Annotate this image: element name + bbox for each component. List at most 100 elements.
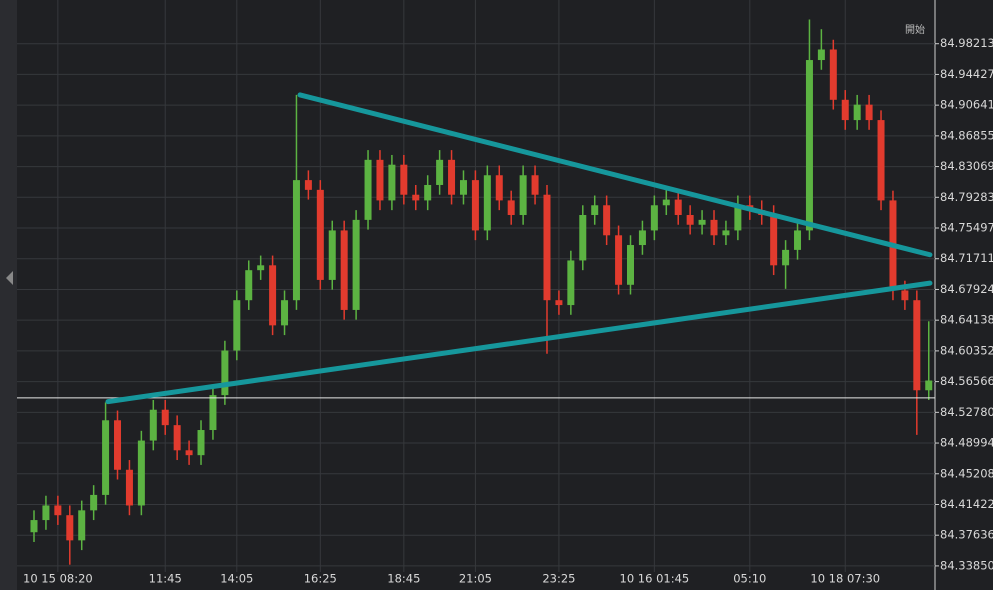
y-tick-label: 84.52780: [940, 405, 993, 419]
candle-body: [209, 395, 217, 431]
candle-body: [638, 230, 646, 246]
y-tick-label: 84.64138: [940, 313, 993, 327]
candle-body: [102, 420, 110, 495]
y-tick-label: 84.33850: [940, 558, 993, 572]
candle-body: [125, 469, 133, 506]
candle-body: [424, 184, 432, 201]
x-tick-label: 23:25: [542, 572, 575, 586]
candle-body: [448, 159, 456, 195]
x-tick-label: 14:05: [220, 572, 253, 586]
candle-body: [364, 159, 372, 220]
expand-arrow[interactable]: [6, 271, 13, 285]
candle-body: [805, 60, 813, 231]
candle-body: [304, 180, 312, 190]
candle-body: [543, 194, 551, 301]
candle-body: [328, 230, 336, 280]
x-tick-label: 11:45: [149, 572, 182, 586]
candle-body: [42, 505, 50, 521]
y-tick-label: 84.79283: [940, 190, 993, 204]
candle-body: [507, 200, 515, 216]
candle-body: [471, 180, 479, 231]
candle-body: [782, 249, 790, 266]
candle-body: [913, 300, 921, 391]
x-tick-label: 18:45: [387, 572, 420, 586]
x-tick-label: 21:05: [459, 572, 492, 586]
candle-body: [54, 505, 62, 516]
candle-body: [292, 180, 300, 301]
trendline: [297, 92, 933, 258]
y-tick-label: 84.75497: [940, 221, 993, 235]
y-tick-label: 84.83069: [940, 159, 993, 173]
candle-body: [817, 49, 825, 61]
candle-body: [591, 205, 599, 216]
candle-body: [686, 215, 694, 225]
candle-body: [853, 104, 861, 121]
candle-body: [257, 265, 265, 271]
candle-body: [376, 159, 384, 201]
candle-body: [149, 409, 157, 441]
y-tick-label: 84.60352: [940, 343, 993, 357]
candle-body: [114, 420, 122, 470]
candle-body: [603, 205, 611, 236]
candle-body: [340, 230, 348, 310]
candle-body: [662, 199, 670, 206]
candle-body: [495, 175, 503, 201]
y-tick-label: 84.71711: [940, 251, 993, 265]
candle-body: [770, 215, 778, 266]
candle-body: [173, 425, 181, 451]
candle-body: [185, 450, 193, 456]
y-tick-label: 84.37636: [940, 528, 993, 542]
candle-body: [710, 219, 718, 236]
candle-body: [674, 199, 682, 216]
candle-body: [137, 440, 145, 506]
y-tick-label: 84.90641: [940, 98, 993, 112]
candle-body: [579, 215, 587, 261]
x-tick-label: 10 15 08:20: [23, 572, 93, 586]
corner-label: 開始: [905, 23, 925, 36]
candle-body: [519, 175, 527, 216]
y-tick-label: 84.67924: [940, 282, 993, 296]
x-tick-label: 10 16 01:45: [620, 572, 690, 586]
candle-body: [161, 409, 169, 426]
y-tick-label: 84.45208: [940, 466, 993, 480]
candle-body: [245, 270, 253, 301]
x-tick-label: 10 18 07:30: [810, 572, 880, 586]
y-tick-label: 84.86855: [940, 128, 993, 142]
y-tick-label: 84.98213: [940, 36, 993, 50]
candle-body: [197, 430, 205, 456]
candle-body: [531, 175, 539, 195]
x-tick-label: 05:10: [733, 572, 766, 586]
candle-body: [925, 380, 933, 391]
candle-body: [841, 99, 849, 121]
candle-body: [90, 494, 98, 511]
y-tick-label: 84.41422: [940, 497, 993, 511]
candle-body: [388, 164, 396, 201]
candle-body: [66, 515, 74, 541]
candle-body: [221, 350, 229, 396]
candle-body: [829, 49, 837, 100]
y-tick-label: 84.48994: [940, 436, 993, 450]
candle-body: [627, 245, 634, 285]
candle-body: [269, 265, 277, 326]
side-panel: [0, 0, 17, 590]
y-tick-label: 84.94427: [940, 67, 993, 81]
candle-body: [30, 520, 38, 533]
candle-body: [567, 260, 575, 306]
candle-body: [412, 194, 420, 201]
candle-body: [281, 300, 289, 326]
candle-body: [555, 300, 563, 306]
candle-body: [901, 290, 909, 301]
candle-body: [650, 205, 658, 231]
candle-body: [78, 510, 86, 541]
candle-body: [483, 175, 491, 231]
candle-body: [722, 230, 730, 236]
candle-body: [877, 120, 885, 201]
candle-body: [400, 164, 408, 195]
y-tick-label: 84.56566: [940, 374, 993, 388]
candle-body: [734, 205, 742, 231]
candle-body: [865, 104, 873, 121]
trendline: [105, 280, 933, 405]
x-tick-label: 16:25: [304, 572, 337, 586]
candle-body: [233, 300, 241, 351]
